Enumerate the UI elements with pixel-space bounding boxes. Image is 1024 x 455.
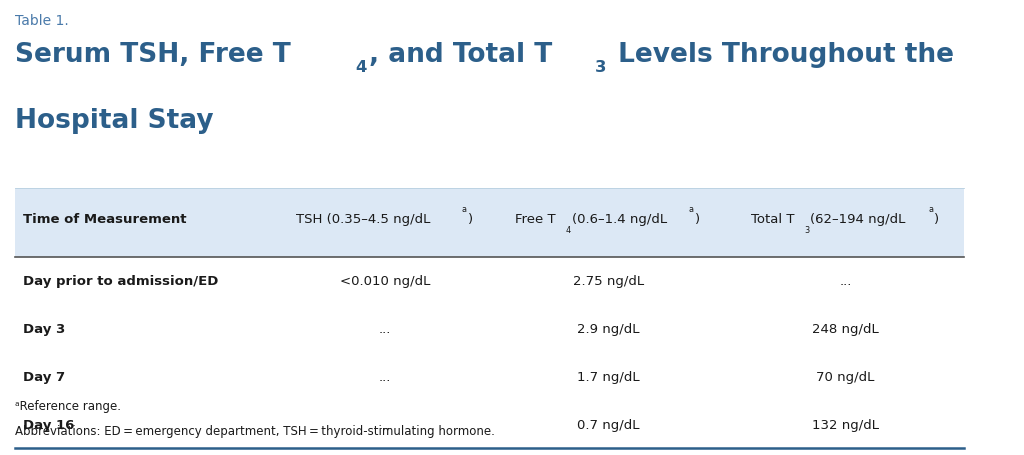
Text: ): ) — [934, 213, 939, 226]
Text: ...: ... — [840, 274, 852, 288]
Text: (0.6–1.4 ng/dL: (0.6–1.4 ng/dL — [571, 213, 667, 226]
Text: Day 3: Day 3 — [23, 322, 65, 335]
Text: ...: ... — [379, 418, 391, 431]
Text: 4: 4 — [565, 226, 570, 235]
Text: Hospital Stay: Hospital Stay — [14, 107, 213, 133]
Text: ...: ... — [379, 370, 391, 383]
Text: ᵃReference range.: ᵃReference range. — [14, 399, 121, 412]
Text: Time of Measurement: Time of Measurement — [23, 213, 186, 226]
Text: Free T: Free T — [515, 213, 556, 226]
Text: 132 ng/dL: 132 ng/dL — [812, 418, 879, 431]
Text: 0.7 ng/dL: 0.7 ng/dL — [577, 418, 639, 431]
Text: Levels Throughout the: Levels Throughout the — [609, 41, 954, 67]
Text: a: a — [689, 205, 694, 213]
Text: 3: 3 — [595, 60, 606, 75]
Text: (62–194 ng/dL: (62–194 ng/dL — [810, 213, 906, 226]
Text: Abbreviations: ED = emergency department, TSH = thyroid-stimulating hormone.: Abbreviations: ED = emergency department… — [14, 424, 495, 437]
Text: TSH (0.35–4.5 ng/dL: TSH (0.35–4.5 ng/dL — [296, 213, 430, 226]
Text: Day 7: Day 7 — [23, 370, 65, 383]
Text: a: a — [462, 205, 467, 213]
Text: Serum TSH, Free T: Serum TSH, Free T — [14, 41, 291, 67]
Text: 1.7 ng/dL: 1.7 ng/dL — [577, 370, 639, 383]
Text: ): ) — [695, 213, 700, 226]
Text: ...: ... — [379, 322, 391, 335]
Text: ): ) — [468, 213, 473, 226]
Text: 2.9 ng/dL: 2.9 ng/dL — [577, 322, 639, 335]
Text: <0.010 ng/dL: <0.010 ng/dL — [340, 274, 430, 288]
Text: 70 ng/dL: 70 ng/dL — [816, 370, 874, 383]
Bar — [14, 189, 965, 257]
Text: 2.75 ng/dL: 2.75 ng/dL — [572, 274, 644, 288]
Text: Table 1.: Table 1. — [14, 14, 69, 28]
Text: a: a — [928, 205, 933, 213]
Text: Total T: Total T — [751, 213, 794, 226]
Text: 3: 3 — [804, 226, 809, 235]
Text: 248 ng/dL: 248 ng/dL — [812, 322, 879, 335]
Text: 4: 4 — [355, 60, 367, 75]
Text: Day prior to admission/ED: Day prior to admission/ED — [23, 274, 218, 288]
Text: , and Total T: , and Total T — [369, 41, 552, 67]
Text: Day 16: Day 16 — [23, 418, 74, 431]
